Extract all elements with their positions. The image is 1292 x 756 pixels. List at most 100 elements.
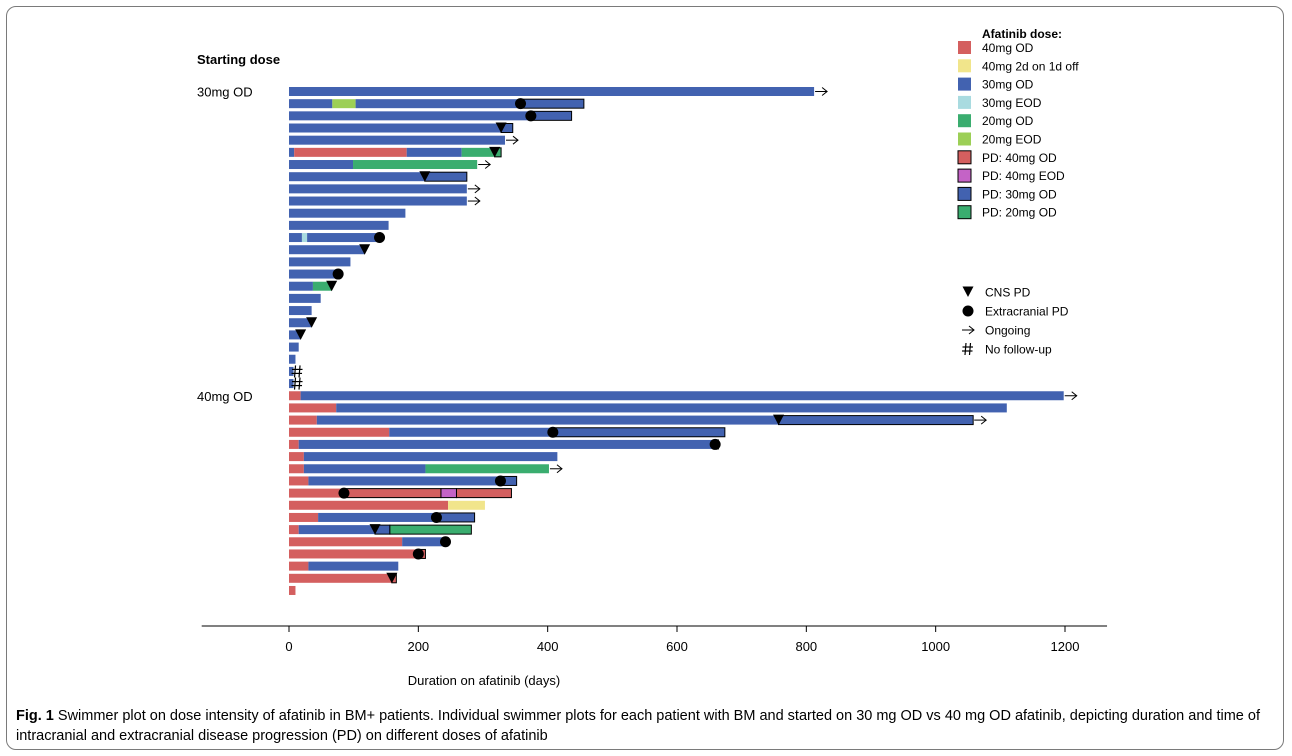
hash-stroke xyxy=(964,342,967,356)
ongoing-arrow-head xyxy=(556,464,563,474)
bar-segment xyxy=(289,220,389,230)
legend-swatch xyxy=(957,205,972,220)
legend-swatch xyxy=(957,186,972,201)
bar-segment xyxy=(440,488,457,499)
patient-row xyxy=(289,87,815,96)
bar-segment xyxy=(289,123,502,133)
patient-row xyxy=(289,233,380,243)
x-axis: 0 200 400 600 800 1000 1200 xyxy=(201,625,1108,654)
cns-pd-marker xyxy=(495,122,507,134)
patient-row xyxy=(289,196,467,206)
bar-segment xyxy=(289,196,467,206)
bar-segment xyxy=(455,488,512,499)
ongoing-arrow-head xyxy=(968,325,975,335)
patient-row xyxy=(289,439,719,450)
figure-label: Fig. 1 xyxy=(16,708,54,724)
extracranial-pd-marker xyxy=(515,98,527,110)
marker-legend-label: CNS PD xyxy=(985,286,1031,300)
bar-segment xyxy=(425,464,549,474)
patient-row xyxy=(289,98,585,109)
patient-row xyxy=(289,269,339,279)
ongoing-arrow-head xyxy=(980,415,987,425)
patient-row xyxy=(289,123,514,134)
patient-row xyxy=(289,500,485,510)
patient-row xyxy=(289,537,446,547)
patient-row xyxy=(289,354,296,364)
legend-label: 30mg OD xyxy=(982,78,1034,92)
bar-segment xyxy=(520,98,585,109)
bar-segment xyxy=(289,452,304,462)
patient-row xyxy=(289,415,974,426)
bar-segment xyxy=(332,99,356,109)
bar-segment xyxy=(289,330,301,340)
extracranial-pd-marker xyxy=(494,475,506,487)
bar-segment xyxy=(336,403,1007,413)
bar-segment xyxy=(389,524,472,535)
bar-segment xyxy=(289,573,392,583)
ongoing-arrow-head xyxy=(512,135,519,145)
patient-row xyxy=(289,281,332,291)
bar-segment xyxy=(552,427,726,438)
bar-segment xyxy=(308,561,399,571)
extracranial-pd-marker xyxy=(332,268,344,280)
bar-segment xyxy=(318,512,437,522)
bar-segment xyxy=(303,452,558,462)
bar-segment xyxy=(435,512,476,523)
bar-segment xyxy=(343,488,442,499)
no-followup-icon xyxy=(291,365,303,378)
bar-segment xyxy=(289,525,299,535)
legend-swatch xyxy=(958,132,971,146)
cns-pd-marker xyxy=(773,414,785,426)
marker-legend: CNS PD Extracranial PD Ongoing No follow-up xyxy=(962,286,1069,357)
patient-row xyxy=(289,512,476,523)
cns-pd-marker xyxy=(386,572,398,584)
no-followup-icon xyxy=(291,377,303,390)
bar-segment xyxy=(461,147,495,157)
patient-row xyxy=(289,366,294,376)
patient-row xyxy=(289,257,351,267)
group-label: 40mg OD xyxy=(197,389,253,404)
patient-row xyxy=(289,135,505,145)
legend-title: Afatinib dose: xyxy=(982,27,1062,41)
bar-segment xyxy=(289,306,312,316)
swimmer-plot: 0 200 400 600 800 1000 1200 Duration on afatin… xyxy=(197,27,1108,688)
patient-row xyxy=(289,379,294,389)
extracranial-pd-marker xyxy=(412,548,424,560)
patient-row xyxy=(289,306,312,316)
hash-stroke xyxy=(293,377,297,390)
bar-segment xyxy=(316,415,779,425)
bar-segment xyxy=(298,439,716,449)
bar-segment xyxy=(355,99,521,109)
patient-bars xyxy=(289,87,1064,595)
patient-row xyxy=(289,220,389,230)
bar-segment xyxy=(289,488,344,498)
legend-label: 30mg EOD xyxy=(982,96,1042,110)
bar-segment xyxy=(289,147,295,157)
patient-row xyxy=(289,585,296,595)
patient-row xyxy=(289,293,321,303)
group-label: 30mg OD xyxy=(197,85,253,100)
x-axis-label: Duration on afatinib (days) xyxy=(408,673,560,688)
cns-pd-marker xyxy=(326,280,338,292)
legend-swatch xyxy=(958,59,971,73)
bar-segment xyxy=(289,500,449,510)
legend-label: PD: 40mg OD xyxy=(982,151,1057,165)
bar-segment xyxy=(289,585,296,595)
starting-dose-title: Starting dose xyxy=(197,52,280,67)
patient-row xyxy=(289,524,472,535)
bar-segment xyxy=(298,525,376,535)
bar-segment xyxy=(289,354,296,364)
bar-segment xyxy=(289,391,301,401)
legend-swatch xyxy=(958,77,971,91)
legend-swatch xyxy=(958,41,971,54)
cns-pd-marker xyxy=(295,329,307,340)
legend-swatch xyxy=(958,95,971,109)
extracranial-pd-marker xyxy=(525,110,537,122)
cns-pd-marker xyxy=(306,317,318,328)
marker-legend-label: No follow-up xyxy=(985,343,1052,357)
bar-segment xyxy=(289,281,313,291)
ongoing-arrow-head xyxy=(1071,391,1078,401)
hash-stroke xyxy=(298,365,301,378)
legend-label: 20mg EOD xyxy=(982,133,1042,147)
extracranial-pd-marker xyxy=(374,232,386,244)
